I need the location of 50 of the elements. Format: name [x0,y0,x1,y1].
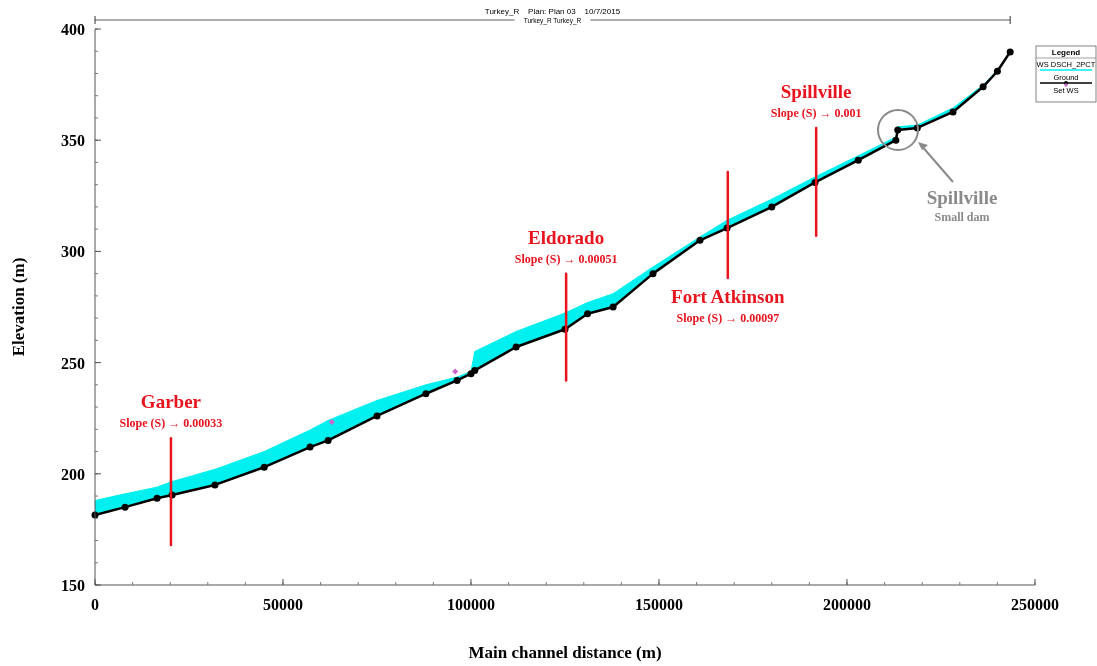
point [452,368,459,375]
legend-title: Legend [1051,48,1081,57]
x-tick-label: 100000 [447,596,495,613]
point [949,108,957,116]
point [211,481,219,489]
point [422,390,430,398]
point [453,376,461,384]
annotation: Slope (S) → 0.00097 [676,311,780,326]
point [649,270,657,278]
x-tick-label: 50000 [263,596,303,613]
point [1006,48,1014,56]
annotation: Slope (S) → 0.00033 [119,416,223,431]
point [854,156,862,164]
x-tick-label: 0 [91,596,99,613]
y-tick-label: 200 [61,465,85,483]
point [260,463,268,471]
y-tick-label: 400 [61,21,85,38]
point [768,203,776,211]
annotation: Eldorado [528,226,605,248]
x-tick-label: 200000 [823,596,871,613]
point [471,366,479,374]
y-tick-label: 350 [61,132,85,150]
point [609,303,617,311]
annotation: Small dam [934,210,990,224]
point [373,412,381,420]
point [153,494,161,502]
point [512,343,520,351]
x-axis-title: Main channel distance (m) [468,643,662,662]
point [892,136,900,144]
point [306,443,314,451]
annotation: Spillville [780,80,852,102]
x-tick-label: 150000 [635,596,683,613]
y-axis-title: Elevation (m) [9,257,28,357]
point [121,503,129,511]
annotation: Spillville [926,187,998,208]
point [696,236,704,244]
chart-title: Turkey_R Plan: Plan 03 10/7/2015 [484,7,621,16]
y-tick-label: 150 [61,577,85,594]
annotation: Slope (S) → 0.00051 [514,251,618,266]
y-tick-label: 300 [61,243,85,261]
point [584,310,592,318]
annotation: Slope (S) → 0.001 [770,105,862,120]
point [328,418,335,425]
x-tick-label: 250000 [1011,596,1059,613]
point [993,67,1001,75]
point [324,436,332,444]
point [979,83,987,91]
annotation: Garber [140,391,202,413]
annotation: Fort Atkinson [671,286,785,308]
y-tick-label: 250 [61,354,85,372]
